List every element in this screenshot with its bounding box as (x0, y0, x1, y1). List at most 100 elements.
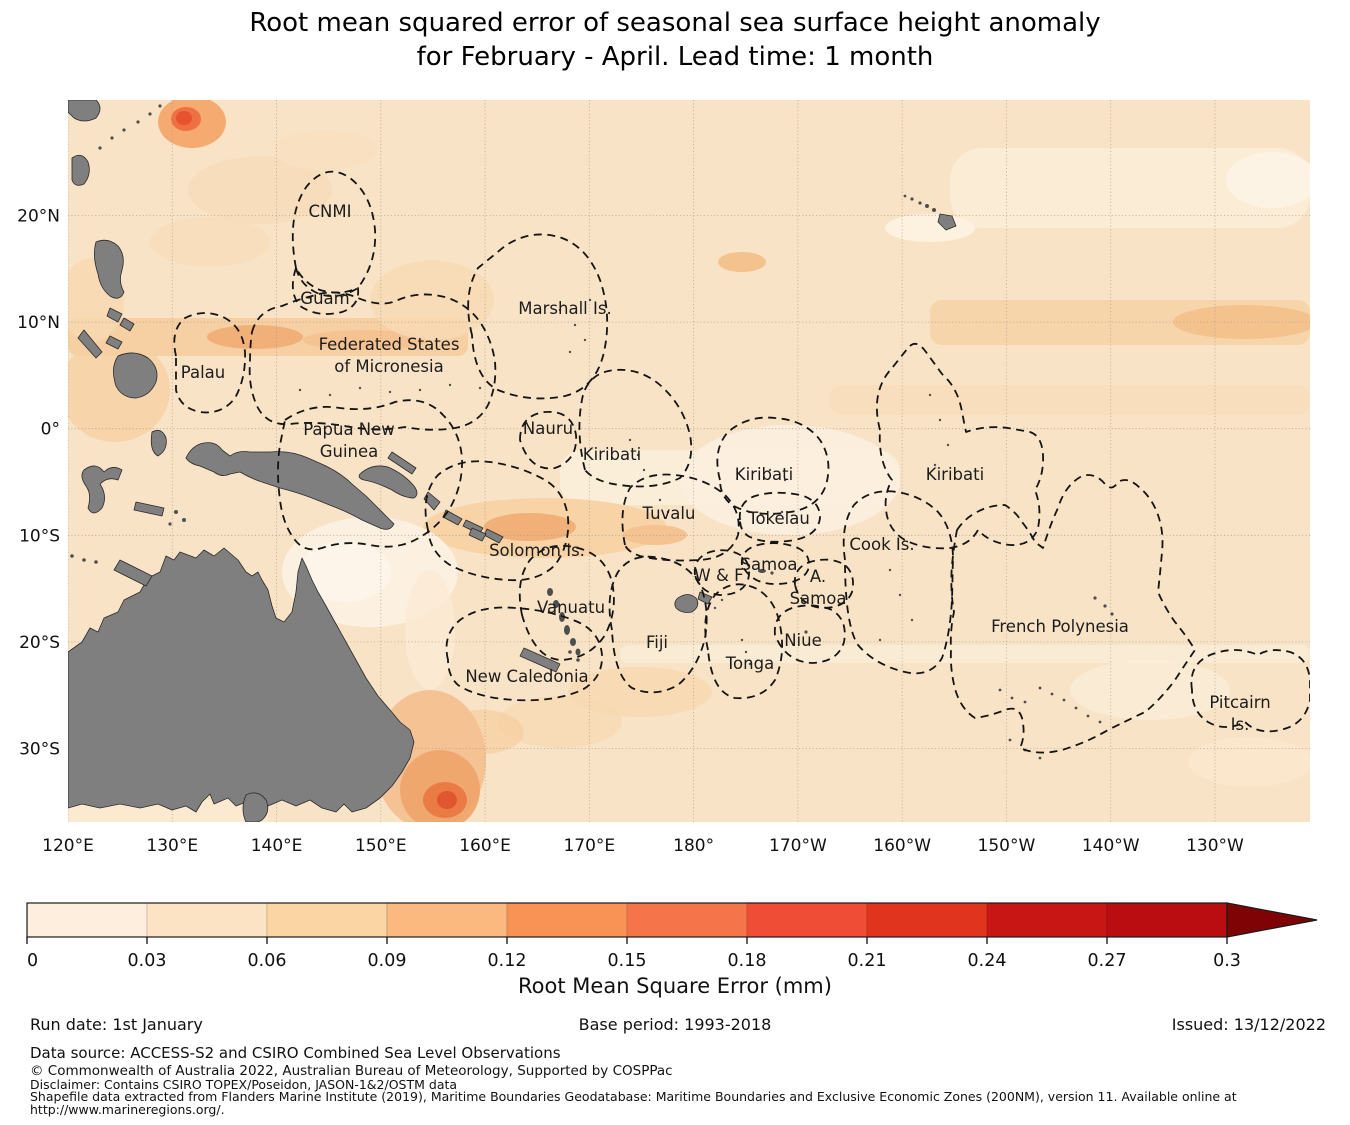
land-timor (113, 559, 153, 587)
sea-patch (370, 260, 494, 340)
base-period-text: Base period: 1993-2018 (579, 1015, 772, 1034)
sea-patch (1188, 737, 1310, 787)
eez-label-solomon-is-: Solomon Is. (489, 541, 585, 560)
colorbar-segment (26, 902, 148, 938)
eez-label-federated-states-of-micronesia: Federated States of Micronesia (319, 335, 460, 376)
x-tick-label: 180° (673, 836, 714, 856)
colorbar-segment (866, 902, 988, 938)
land-hawaii-big-island (937, 213, 957, 231)
y-tick-label: 10°N (17, 313, 60, 333)
land-new-caledonia (519, 647, 561, 673)
colorbar-tick-label: 0 (27, 951, 38, 971)
x-tick-label: 160°E (459, 836, 511, 856)
land-small-island-chains (70, 104, 936, 662)
eez-label-kiribati: Kiribati (583, 445, 641, 464)
colorbar: 0 0.03 0.06 0.09 0.12 0.15 0.18 0.21 0.24 0.27 0.3 (26, 902, 1318, 971)
land-halmahera (150, 430, 167, 457)
sea-patch (885, 214, 975, 242)
eez-cnmi (291, 170, 377, 298)
eez-nauru (519, 411, 578, 470)
land-new-britain (358, 465, 418, 499)
x-tick-label: 130°W (1186, 836, 1244, 856)
eez-label-w-f: W & F (694, 566, 743, 585)
sea-patch (68, 800, 268, 822)
colorbar-extend-arrow (1226, 902, 1318, 938)
eez-label-kiribati: Kiribati (735, 465, 793, 484)
colorbar-tick-label: 0.15 (608, 951, 647, 971)
land-seram (133, 501, 165, 517)
eez-kiribati-phoenix (716, 416, 830, 515)
eez-solomon-islands (424, 460, 570, 582)
eez-new-caledonia (445, 606, 603, 702)
eez-french-polynesia (949, 474, 1196, 754)
eez-vanuatu (518, 544, 615, 661)
land-luzon (94, 239, 125, 299)
eez-tuvalu (621, 473, 740, 562)
eez-label-samoa: Samoa (741, 555, 798, 574)
x-tick-label: 160°W (873, 836, 931, 856)
sea-patch (1070, 660, 1230, 720)
eez-kiribati-gilbert (578, 368, 693, 488)
eez-label-cook-is-: Cook Is. (849, 535, 914, 554)
sea-patch (273, 130, 377, 170)
eez-papua-new-guinea (277, 399, 463, 551)
land-mindanao (113, 352, 158, 399)
y-axis-ticks: 20°N 10°N 0° 10°S 20°S 30°S (17, 207, 60, 760)
y-tick-label: 20°S (19, 633, 60, 653)
eez-tokelau (738, 491, 821, 543)
x-tick-label: 170°W (769, 836, 827, 856)
colorbar-tick-label: 0.21 (848, 951, 887, 971)
sea-patch (620, 645, 1310, 663)
data-source-text: Data source: ACCESS-S2 and CSIRO Combine… (30, 1044, 561, 1062)
land-bougainville (423, 491, 441, 511)
land-sulawesi (81, 465, 123, 514)
colorbar-segment (266, 902, 388, 938)
land-palawan (77, 329, 103, 359)
eez-label-palau: Palau (181, 363, 225, 382)
sea-patch (405, 570, 455, 690)
land-fiji-vanua-levu (697, 591, 713, 605)
land-australia (68, 547, 415, 813)
sea-patch (1226, 152, 1310, 208)
x-tick-label: 130°E (146, 836, 198, 856)
sea-patch (303, 330, 427, 350)
sea-patch (207, 325, 303, 349)
eez-label-french-polynesia: French Polynesia (991, 617, 1129, 636)
x-tick-label: 170°E (563, 836, 615, 856)
eez-label-guam: Guam (300, 289, 349, 308)
x-axis-ticks: 120°E 130°E 140°E 150°E 160°E 170°E 180° 170°W 1… (42, 836, 1244, 856)
land-fiji-viti-levu (674, 594, 699, 613)
sea-patch (68, 338, 170, 442)
sea-patch (950, 148, 1310, 228)
colorbar-tick-label: 0.12 (488, 951, 527, 971)
land-new-ireland (387, 451, 417, 475)
colorbar-segment (746, 902, 868, 938)
eez-labels: CNMI Guam Palau Federated States of Micrones… (181, 202, 1271, 734)
eez-marshall-islands (467, 233, 609, 400)
eez-guam (291, 267, 360, 315)
eez-fiji (608, 555, 708, 694)
disclaimer-text: Disclaimer: Contains CSIRO TOPEX/Poseido… (30, 1077, 457, 1092)
eez-label-a-samoa: A. Samoa (790, 567, 847, 608)
x-tick-label: 120°E (42, 836, 94, 856)
eez-label-niue: Niue (784, 631, 822, 650)
sea-patch (498, 696, 622, 748)
colorbar-segment (1106, 902, 1228, 938)
colorbar-label: Root Mean Square Error (mm) (518, 974, 832, 998)
eez-label-tuvalu: Tuvalu (642, 504, 696, 523)
eez-label-vanuatu: Vanuatu (537, 598, 605, 617)
colorbar-tick-label: 0.03 (128, 951, 167, 971)
y-tick-label: 30°S (19, 740, 60, 760)
sea-patch (484, 513, 576, 541)
land-visayas (105, 307, 135, 350)
copyright-text: © Commonwealth of Australia 2022, Austra… (30, 1063, 673, 1079)
sea-patch (718, 252, 766, 272)
eez-label-papua-new-guinea: Papua New Guinea (303, 420, 395, 461)
x-tick-label: 150°E (355, 836, 407, 856)
sea-patch (150, 217, 270, 267)
atoll-specks (298, 298, 1114, 760)
eez-kiribati-line (875, 342, 1044, 550)
run-date-text: Run date: 1st January (30, 1015, 203, 1034)
sea-patch (830, 385, 1310, 415)
